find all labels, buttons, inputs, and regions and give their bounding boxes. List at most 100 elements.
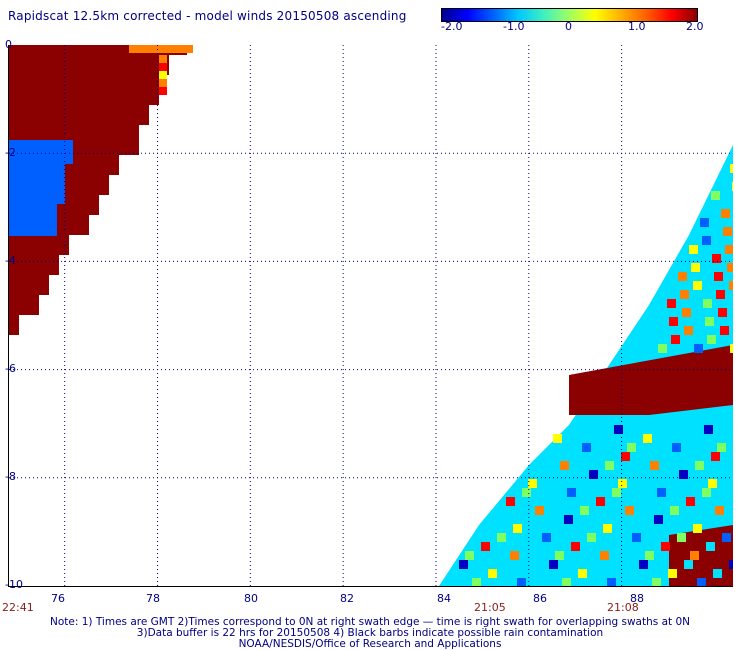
wind-map-area bbox=[8, 45, 733, 587]
wind-cell bbox=[49, 228, 57, 236]
wind-cell bbox=[699, 515, 708, 524]
wind-cell bbox=[9, 228, 17, 236]
wind-cell bbox=[695, 461, 704, 470]
wind-cell bbox=[33, 204, 41, 212]
wind-cell bbox=[17, 220, 25, 228]
wind-cell bbox=[560, 461, 569, 470]
wind-cell bbox=[693, 281, 702, 290]
wind-cell bbox=[185, 45, 193, 53]
wind-cell bbox=[65, 148, 73, 156]
wind-cell bbox=[49, 180, 57, 188]
wind-cell bbox=[609, 515, 618, 524]
wind-cell bbox=[25, 156, 33, 164]
wind-cell bbox=[497, 533, 506, 542]
wind-cell bbox=[578, 569, 587, 578]
footnote-line: 3)Data buffer is 22 hrs for 20150508 4) … bbox=[136, 627, 604, 639]
wind-cell bbox=[17, 156, 25, 164]
wind-cell bbox=[459, 560, 468, 569]
dark-red-band bbox=[569, 345, 733, 415]
wind-cell bbox=[33, 180, 41, 188]
wind-cell bbox=[688, 434, 697, 443]
wind-cell bbox=[57, 196, 65, 204]
time-label: 22:41 bbox=[2, 601, 34, 614]
wind-cell bbox=[41, 148, 49, 156]
wind-cell bbox=[510, 551, 519, 560]
wind-cell bbox=[49, 220, 57, 228]
wind-cell bbox=[643, 434, 652, 443]
wind-cell bbox=[670, 506, 679, 515]
time-label: 21:05 bbox=[474, 601, 506, 614]
wind-cell bbox=[717, 443, 726, 452]
wind-cell bbox=[33, 156, 41, 164]
wind-cell bbox=[616, 542, 625, 551]
wind-cell bbox=[33, 172, 41, 180]
wind-cell bbox=[57, 172, 65, 180]
wind-cell bbox=[706, 542, 715, 551]
time-label: 21:08 bbox=[607, 601, 639, 614]
wind-cell bbox=[713, 569, 722, 578]
wind-cell bbox=[562, 578, 571, 586]
wind-cell bbox=[686, 497, 695, 506]
colorbar-label: 0 bbox=[565, 20, 572, 33]
wind-cell bbox=[41, 228, 49, 236]
wind-cell bbox=[603, 524, 612, 533]
lon-label: 78 bbox=[146, 592, 160, 605]
wind-cell bbox=[680, 290, 689, 299]
wind-cell bbox=[729, 281, 733, 290]
wind-cell bbox=[711, 452, 720, 461]
wind-cell bbox=[682, 308, 691, 317]
wind-cell bbox=[517, 578, 526, 586]
wind-cell bbox=[9, 140, 17, 148]
wind-cell bbox=[65, 140, 73, 148]
wind-cell bbox=[177, 45, 185, 53]
wind-cell bbox=[720, 326, 729, 335]
wind-cell bbox=[17, 212, 25, 220]
wind-cell bbox=[25, 228, 33, 236]
wind-cell bbox=[582, 443, 591, 452]
wind-cell bbox=[526, 542, 535, 551]
wind-cell bbox=[25, 164, 33, 172]
wind-cell bbox=[679, 470, 688, 479]
wind-cell bbox=[691, 263, 700, 272]
wind-cell bbox=[33, 188, 41, 196]
colorbar-label: 1.0 bbox=[628, 20, 646, 33]
wind-cell bbox=[672, 443, 681, 452]
wind-cell bbox=[618, 479, 627, 488]
wind-cell bbox=[702, 236, 711, 245]
wind-cell bbox=[627, 443, 636, 452]
wind-cell bbox=[9, 204, 17, 212]
wind-cell bbox=[41, 204, 49, 212]
wind-cell bbox=[49, 188, 57, 196]
wind-cell bbox=[702, 488, 711, 497]
wind-cell bbox=[25, 180, 33, 188]
wind-cell bbox=[159, 55, 167, 63]
lat-label: -6 bbox=[5, 362, 16, 375]
wind-cell bbox=[57, 156, 65, 164]
wind-cell bbox=[580, 506, 589, 515]
wind-cell bbox=[677, 533, 686, 542]
wind-cell bbox=[658, 344, 667, 353]
wind-cell bbox=[724, 470, 733, 479]
wind-cell bbox=[17, 164, 25, 172]
wind-cell bbox=[678, 272, 687, 281]
wind-cell bbox=[700, 218, 709, 227]
wind-map bbox=[9, 45, 733, 586]
lat-label: 0 bbox=[5, 38, 12, 51]
wind-cell bbox=[652, 578, 661, 586]
wind-cell bbox=[727, 263, 733, 272]
wind-cell bbox=[614, 425, 623, 434]
footnote-line: Note: 1) Times are GMT 2)Times correspon… bbox=[49, 616, 690, 628]
wind-cell bbox=[57, 164, 65, 172]
wind-cell bbox=[41, 156, 49, 164]
wind-cell bbox=[671, 335, 680, 344]
wind-cell bbox=[528, 479, 537, 488]
wind-cell bbox=[33, 164, 41, 172]
wind-cell bbox=[567, 488, 576, 497]
wind-cell bbox=[703, 299, 712, 308]
wind-cell bbox=[707, 335, 716, 344]
colorbar-label: -1.0 bbox=[503, 20, 525, 33]
wind-cell bbox=[718, 308, 727, 317]
wind-cell bbox=[159, 79, 167, 87]
wind-cell bbox=[641, 497, 650, 506]
wind-cell bbox=[9, 188, 17, 196]
